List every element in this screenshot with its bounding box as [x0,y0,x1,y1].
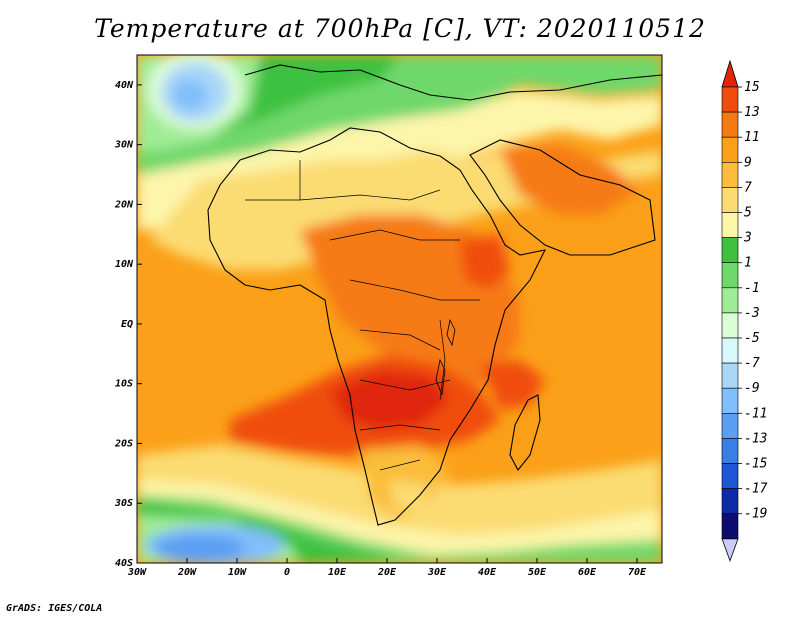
grads-credit: GrADS: IGES/COLA [6,603,103,614]
colorbar-segment [721,488,739,515]
lon-tick-label: 30E [427,567,447,578]
map-frame [136,54,663,564]
colorbar-label: 11 [744,130,760,145]
colorbar-label: -9 [744,381,760,396]
lon-tick-label: 10W [228,567,247,578]
lat-tick-label: 10S [115,379,133,390]
colorbar-label: -3 [744,306,760,321]
colorbar-label: -1 [744,281,760,296]
lat-tick-label: EQ [121,319,133,330]
madagascar-coast [509,394,541,471]
lat-tick-label: 30S [114,498,133,509]
colorbar-label: -15 [744,457,768,472]
colorbar-segment [721,212,739,238]
colorbar-segment [721,287,739,314]
colorbar-segment [721,187,739,213]
lat-tick-label: 10N [115,259,134,270]
lakes [435,318,456,396]
lat-tick-label: 20S [114,438,133,449]
africa-coastline [207,127,546,526]
lon-tick-label: 60E [578,567,597,578]
lon-tick-label: 30W [127,567,147,578]
colorbar-label: -19 [744,507,767,522]
colorbar-segment [721,337,739,364]
colorbar-segment [721,312,739,339]
borders [245,160,480,471]
colorbar-label: -11 [744,406,767,421]
temperature-shading [137,55,662,563]
colorbar-segment [721,387,739,414]
lat-tick-label: 40S [115,558,133,569]
longitude-ticks: 30W 20W 10W 0 10E 20E 30E 40E 50E 60E 70E [127,558,647,578]
colorbar-segment [721,237,739,264]
colorbar-top-arrow [721,59,739,88]
colorbar-segment [721,362,739,389]
colorbar-bottom-arrow [721,538,739,562]
colorbar-label: 5 [744,206,752,221]
coastlines [207,64,662,526]
map-title: Temperature at 700hPa [C], VT: 202011051… [94,14,706,43]
colorbar-segment [721,463,739,489]
lat-tick-label: 20N [114,199,134,210]
colorbar-label: -13 [744,431,767,446]
colorbar-segment [721,513,739,540]
colorbar-segment [721,86,739,113]
colorbar-label: -7 [744,356,760,371]
colorbar-label: 13 [744,105,760,120]
colorbar-label: 1 [744,256,752,271]
colorbar-label: -17 [744,482,768,497]
colorbar-label: 7 [744,180,752,195]
colorbar-segment [721,438,739,464]
lon-tick-label: 40E [478,567,497,578]
colorbar-label: 15 [744,80,760,95]
lon-tick-label: 70E [628,567,647,578]
colorbar-segment [721,412,739,439]
europe-coast [244,64,662,101]
colorbar-segment [721,111,739,138]
lon-tick-label: 0 [284,567,290,578]
colorbar-segment [721,136,739,163]
colorbar: 15 13 11 9 7 5 3 1 -1 -3 -5 -7 -9 -11 -13 -15 -17 -19 [721,59,768,562]
lon-tick-label: 20W [177,567,197,578]
lon-tick-label: 10E [328,567,347,578]
arabia-coast [469,139,656,256]
latitude-ticks: 40N 30N 20N 10N EQ 10S 20S 30S 40S [114,80,142,569]
colorbar-label: 9 [744,155,752,170]
colorbar-label: -5 [744,331,760,346]
colorbar-segment [721,262,739,289]
colorbar-label: 3 [743,231,752,246]
lon-tick-label: 50E [528,567,547,578]
colorbar-segment [721,162,739,188]
lat-tick-label: 40N [115,80,134,91]
lon-tick-label: 20E [377,567,397,578]
lat-tick-label: 30N [114,140,134,151]
